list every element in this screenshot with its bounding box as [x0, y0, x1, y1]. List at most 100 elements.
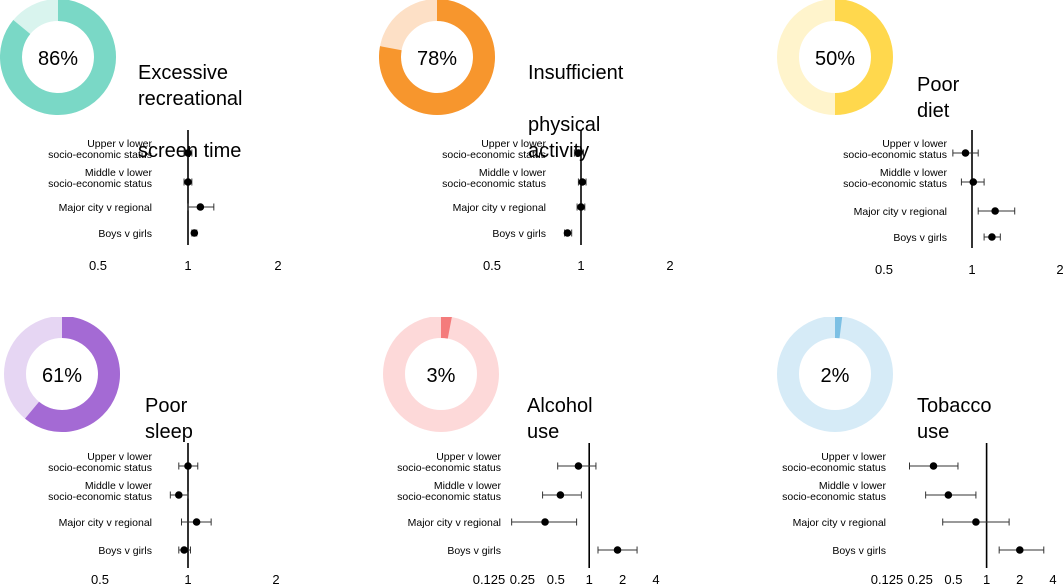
chart-title-line-1: Insufficient	[528, 62, 624, 84]
row-label: Upper v lower	[87, 451, 152, 463]
donut-value-arc	[25, 317, 120, 432]
chart-title-line-1: Poor sleep	[145, 395, 193, 443]
row-label: Major city v regional	[408, 517, 501, 529]
row-label: socio-economic status	[48, 178, 152, 190]
estimate-point	[577, 203, 585, 211]
row-label: Major city v regional	[793, 517, 886, 529]
estimate-point	[556, 491, 565, 499]
estimate-point	[196, 203, 205, 211]
row-label: Middle v lower	[85, 167, 153, 179]
estimate-point	[961, 149, 970, 157]
x-tick-label: 2	[619, 572, 626, 585]
donut-value-arc	[834, 0, 893, 115]
chart-title-line-1: Alcohol use	[527, 395, 593, 443]
row-label: Middle v lower	[880, 167, 948, 179]
x-tick-label: 4	[1049, 572, 1056, 585]
x-tick-label: 0.125	[871, 572, 904, 585]
x-tick-label: 1	[577, 258, 584, 273]
chart-title-line-1: Tobacco use	[917, 395, 992, 443]
x-tick-label: 2	[666, 258, 673, 273]
row-label: Middle v lower	[85, 480, 153, 492]
row-label: socio-economic status	[442, 178, 546, 190]
estimate-point	[972, 518, 980, 526]
x-tick-label: 0.5	[483, 258, 501, 273]
estimate-point	[969, 178, 978, 186]
x-tick-label: 1	[983, 572, 990, 585]
x-tick-label: 2	[272, 572, 279, 585]
row-label: socio-economic status	[48, 491, 152, 503]
x-tick-label: 1	[184, 572, 191, 585]
row-label: socio-economic status	[397, 462, 501, 474]
chart-title: Excessive recreational screen time	[138, 34, 243, 190]
row-label: Middle v lower	[819, 480, 887, 492]
x-tick-label: 2	[1016, 572, 1023, 585]
estimate-point	[190, 229, 199, 237]
estimate-point	[541, 518, 549, 526]
chart-title: Tobacco use	[917, 367, 992, 471]
estimate-point	[574, 462, 583, 470]
row-label: socio-economic status	[782, 491, 886, 503]
row-label: Major city v regional	[59, 202, 152, 214]
donut-value-arc	[440, 317, 452, 339]
row-label: Boys v girls	[832, 545, 886, 557]
x-tick-label: 0.5	[944, 572, 962, 585]
estimate-point	[174, 491, 183, 499]
row-label: socio-economic status	[48, 149, 152, 161]
estimate-point	[184, 462, 192, 470]
row-label: socio-economic status	[48, 462, 152, 474]
percent-label: 2%	[821, 365, 850, 387]
row-label: socio-economic status	[442, 149, 546, 161]
row-label: Middle v lower	[479, 167, 547, 179]
row-label: Boys v girls	[492, 228, 546, 240]
donut-poor-diet: 50%	[777, 0, 893, 115]
row-label: Upper v lower	[481, 138, 546, 150]
row-label: Boys v girls	[893, 232, 947, 244]
donut-physical-activity: 78%	[379, 0, 495, 115]
donut-value-arc	[0, 0, 116, 115]
x-tick-label: 0.5	[875, 262, 893, 277]
percent-label: 50%	[815, 48, 855, 70]
donut-poor-sleep: 61%	[4, 317, 120, 432]
row-label: Upper v lower	[882, 138, 947, 150]
row-label: Major city v regional	[854, 206, 947, 218]
estimate-point	[574, 149, 583, 157]
row-label: socio-economic status	[843, 149, 947, 161]
estimate-point	[180, 546, 188, 554]
chart-title-line-1: Excessive recreational	[138, 62, 243, 110]
x-tick-label: 0.125	[473, 572, 506, 585]
percent-label: 78%	[417, 48, 457, 70]
row-label: socio-economic status	[397, 491, 501, 503]
chart-title: Alcohol use	[527, 367, 593, 471]
estimate-point	[563, 229, 572, 237]
estimate-point	[988, 233, 996, 241]
chart-title: Insufficient physical activity	[528, 34, 623, 190]
x-tick-label: 1	[184, 258, 191, 273]
percent-label: 86%	[38, 48, 78, 70]
chart-title-line-1: Poor diet	[917, 74, 960, 122]
x-tick-label: 4	[652, 572, 659, 585]
chart-title: Poor sleep	[145, 367, 193, 471]
estimate-point	[613, 546, 622, 554]
percent-label: 3%	[427, 365, 456, 387]
estimate-point	[991, 207, 999, 215]
row-label: Major city v regional	[59, 517, 152, 529]
row-label: Boys v girls	[98, 545, 152, 557]
row-label: socio-economic status	[843, 178, 947, 190]
x-tick-label: 0.5	[547, 572, 565, 585]
estimate-point	[184, 178, 192, 186]
row-label: Boys v girls	[98, 228, 152, 240]
chart-title-line-2: screen time	[138, 140, 242, 162]
x-tick-label: 2	[1056, 262, 1063, 277]
donut-alcohol-use: 3%	[383, 317, 499, 432]
x-tick-label: 0.25	[908, 572, 933, 585]
chart-title-line-2: physical activity	[528, 114, 601, 162]
donut-tobacco-use: 2%	[777, 317, 893, 432]
row-label: Upper v lower	[436, 451, 501, 463]
row-label: Major city v regional	[453, 202, 546, 214]
estimate-point	[192, 518, 201, 526]
x-tick-label: 0.5	[91, 572, 109, 585]
estimate-point	[944, 491, 953, 499]
